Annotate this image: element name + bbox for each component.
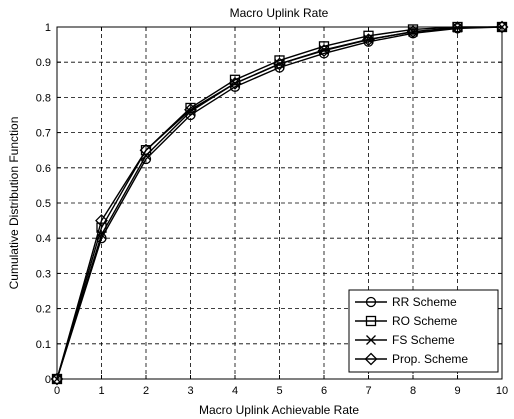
x-tick-label: 7 — [365, 385, 371, 397]
x-tick-label: 5 — [276, 385, 282, 397]
legend-marker-square — [365, 315, 377, 327]
legend-item: RR Scheme — [355, 295, 457, 309]
data-point-diamond — [139, 143, 153, 157]
x-tick-label: 3 — [187, 385, 193, 397]
legend-label: RO Scheme — [392, 314, 458, 328]
data-point-square — [229, 74, 241, 85]
x-tick-label: 1 — [98, 385, 104, 397]
x-tick-label: 9 — [454, 385, 460, 397]
y-tick-label: 0.8 — [36, 92, 51, 104]
data-point-square — [51, 373, 63, 385]
legend-marker-diamond — [364, 352, 378, 366]
data-point-diamond — [95, 214, 108, 228]
y-tick-label: 0.2 — [36, 304, 51, 316]
y-tick-label: 0.7 — [36, 128, 51, 140]
data-point-circle — [363, 36, 374, 47]
legend-item: Prop. Scheme — [355, 352, 468, 366]
data-point-circle — [318, 48, 330, 59]
series-line — [56, 26, 503, 380]
data-point-diamond — [406, 25, 420, 38]
series-line — [56, 26, 503, 380]
x-tick-label: 6 — [321, 385, 327, 397]
x-axis-label: Macro Uplink Achievable Rate — [199, 403, 359, 417]
data-point-circle — [274, 62, 285, 73]
data-point-diamond — [317, 44, 331, 58]
series-diamond — [50, 20, 509, 386]
data-point-diamond — [495, 20, 509, 34]
legend-item: FS Scheme — [355, 333, 455, 347]
legend-marker-x — [366, 335, 376, 345]
data-point-diamond — [273, 57, 286, 71]
y-tick-label: 0 — [45, 374, 51, 386]
y-axis-label: Cumulative Distribution Function — [7, 117, 21, 290]
legend-label: FS Scheme — [392, 333, 455, 347]
legend-label: Prop. Scheme — [392, 352, 468, 366]
data-point-square — [407, 24, 419, 35]
chart-title: Macro Uplink Rate — [230, 6, 329, 20]
legend-marker-circle — [365, 296, 377, 308]
y-tick-label: 0.9 — [36, 57, 51, 69]
data-point-diamond — [184, 103, 197, 117]
y-tick-label: 0.5 — [36, 198, 51, 210]
y-tick-label: 0.1 — [36, 339, 51, 351]
data-point-diamond — [362, 33, 375, 47]
y-tick-label: 1 — [45, 22, 51, 34]
x-tick-label: 10 — [496, 385, 508, 397]
x-tick-label: 2 — [143, 385, 149, 397]
y-tick-label: 0.6 — [36, 163, 51, 175]
y-tick-label: 0.3 — [36, 268, 51, 280]
y-tick-label: 0.4 — [36, 233, 51, 245]
legend-item: RO Scheme — [355, 314, 458, 328]
data-point-diamond — [50, 372, 64, 386]
series-line — [56, 26, 502, 380]
data-point-diamond — [228, 76, 242, 90]
legend-label: RR Scheme — [392, 295, 457, 309]
grid-lines — [57, 27, 502, 379]
data-point-square — [274, 55, 285, 66]
legend: RR Scheme RO Scheme FS Scheme Prop. Scheme — [348, 289, 499, 373]
x-tick-label: 4 — [232, 385, 238, 397]
x-tick-label: 8 — [410, 385, 416, 397]
x-tick-label: 0 — [54, 385, 60, 397]
data-series — [50, 20, 509, 386]
data-point-diamond — [451, 21, 464, 35]
axis-ticks: 0 1 2 3 4 5 6 7 8 9 10 0 0.1 0.2 0.3 0.4 0.5 0.6 0.7 0.8 0.9… — [36, 22, 508, 397]
